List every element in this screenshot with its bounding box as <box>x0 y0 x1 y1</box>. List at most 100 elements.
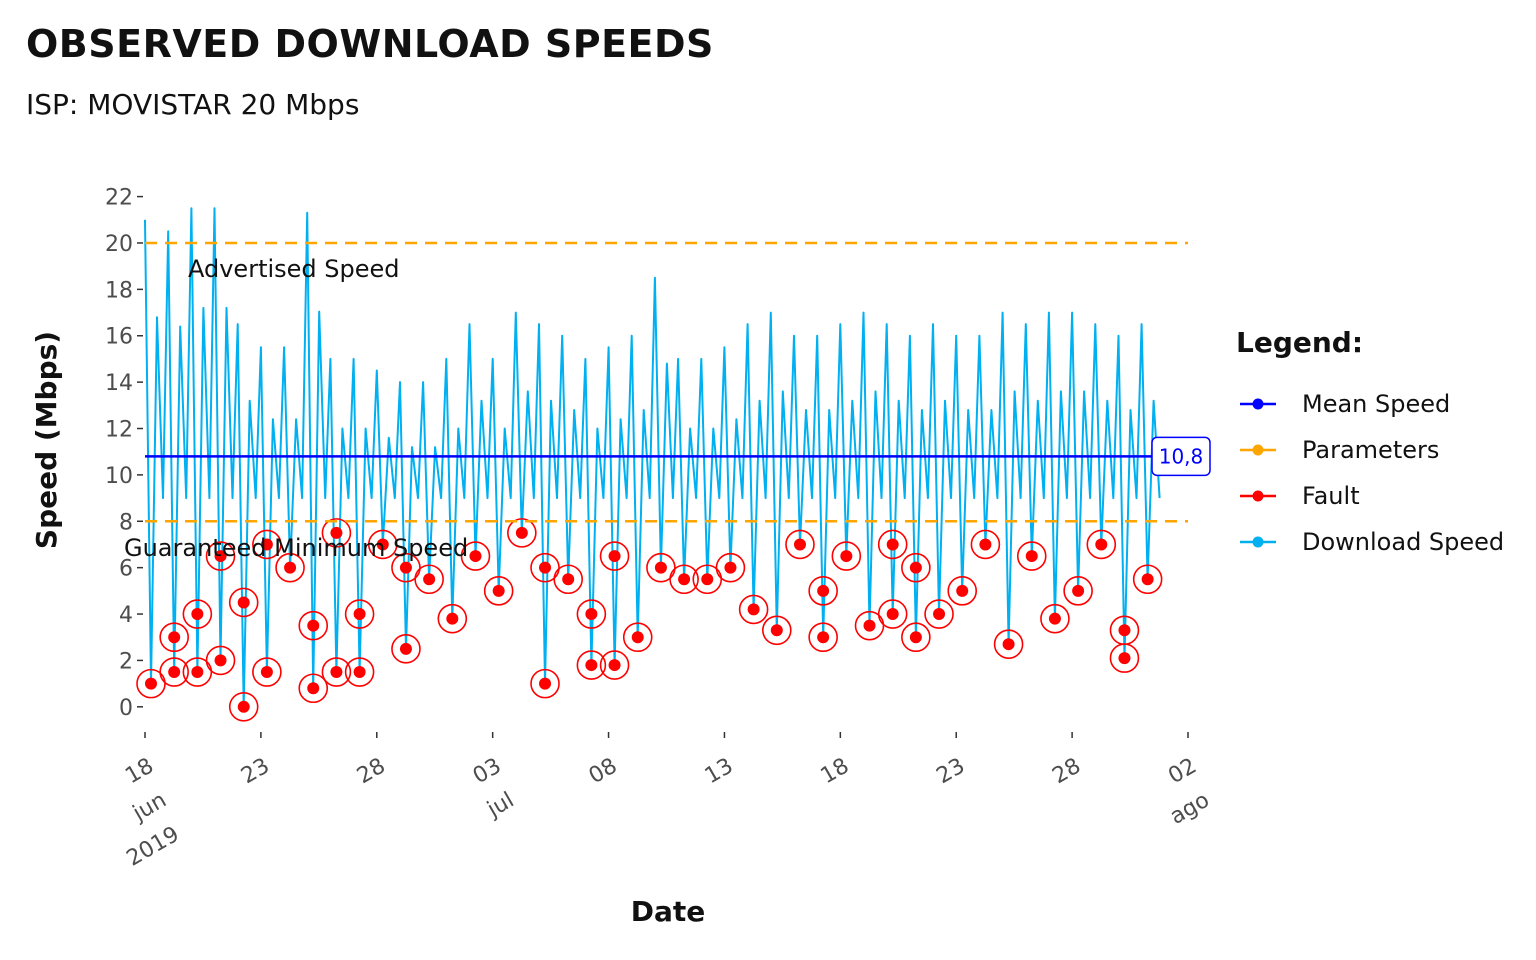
x-tick-label: 03jul <box>464 754 523 823</box>
fault-point <box>933 608 946 621</box>
fault-point-ring <box>599 650 630 680</box>
fault-point <box>724 561 737 574</box>
y-tick-label: 8 <box>119 510 133 535</box>
fault-point <box>330 526 343 539</box>
fault-point <box>608 550 621 563</box>
x-tick-line: 08 <box>585 754 622 790</box>
legend-swatch-dot <box>1252 536 1264 548</box>
fault-point <box>793 538 806 551</box>
y-tick-label: 10 <box>105 464 133 489</box>
fault-point-ring <box>228 692 259 722</box>
legend-item-label: Download Speed <box>1302 528 1504 556</box>
chart-subtitle: ISP: MOVISTAR 20 Mbps <box>26 88 360 121</box>
chart-title: OBSERVED DOWNLOAD SPEEDS <box>26 22 714 66</box>
y-tick-label: 0 <box>119 696 133 721</box>
fault-point-ring <box>182 599 213 629</box>
fault-point-ring <box>159 622 189 653</box>
fault-point <box>446 612 459 625</box>
fault-point-ring <box>738 594 769 625</box>
x-tick-label: 28 <box>1048 754 1085 790</box>
fault-point-ring <box>1016 541 1047 571</box>
x-tick-line: 2019 <box>123 822 184 872</box>
fault-point-ring <box>275 552 305 583</box>
fault-point-ring <box>414 564 444 595</box>
x-tick-line: 13 <box>701 754 738 790</box>
y-tick-label: 4 <box>119 603 133 628</box>
y-tick-label: 18 <box>105 278 133 303</box>
fault-point-ring <box>622 622 653 653</box>
x-tick-label: 28 <box>353 754 390 790</box>
fault-point <box>237 700 250 713</box>
x-tick-line: 23 <box>237 754 274 790</box>
x-tick-label: 23 <box>237 754 274 790</box>
fault-point <box>562 573 575 586</box>
x-tick-label: 02ago <box>1148 754 1219 830</box>
fault-point-ring <box>530 668 560 699</box>
fault-point-ring <box>391 634 421 664</box>
fault-point-ring <box>901 552 931 583</box>
y-tick-label: 12 <box>105 418 133 443</box>
fault-point <box>353 608 366 621</box>
fault-point-ring <box>1109 643 1140 673</box>
x-tick-label: 08 <box>585 754 622 790</box>
fault-point-ring <box>901 622 931 653</box>
y-tick-label: 6 <box>119 557 133 582</box>
fault-point <box>747 603 760 616</box>
fault-point <box>399 561 412 574</box>
fault-point <box>539 561 552 574</box>
fault-point <box>817 584 830 597</box>
fault-point-ring <box>159 657 189 687</box>
fault-point-ring <box>877 599 908 629</box>
fault-point <box>585 608 598 621</box>
fault-point-ring <box>344 657 375 687</box>
fault-point-ring <box>970 529 1001 560</box>
x-tick-label: 13 <box>701 754 738 790</box>
legend-title: Legend: <box>1236 326 1363 359</box>
legend-swatch-dot <box>1252 490 1264 502</box>
fault-point <box>399 642 412 655</box>
fault-point <box>1025 550 1038 563</box>
x-tick-line: ago <box>1166 788 1214 830</box>
fault-point <box>469 550 482 563</box>
fault-point <box>886 538 899 551</box>
y-axis-title: Speed (Mbps) <box>30 331 63 549</box>
fault-point <box>145 677 157 690</box>
fault-point <box>191 666 204 679</box>
legend-swatch-dot <box>1252 398 1264 410</box>
reference-lines-layer: 10,8 Advertised Speed Guaranteed Minimum S… <box>124 241 1211 562</box>
fault-point-ring <box>785 529 815 560</box>
fault-point <box>168 631 181 644</box>
fault-point-ring <box>808 622 838 653</box>
fault-point <box>330 666 343 679</box>
fault-point <box>701 573 714 586</box>
fault-point <box>863 619 876 632</box>
fault-point-ring <box>298 610 329 641</box>
fault-point <box>608 659 621 672</box>
fault-point-ring <box>553 564 584 595</box>
fault-point-ring <box>761 615 792 646</box>
y-tick-label: 16 <box>105 325 133 350</box>
fault-point-ring <box>576 599 607 629</box>
fault-point <box>979 538 992 551</box>
fault-point <box>214 654 227 667</box>
legend-swatch-dot <box>1252 444 1264 456</box>
fault-point <box>1002 638 1015 651</box>
x-tick-line: 18 <box>817 754 854 790</box>
fault-point <box>284 561 297 574</box>
fault-point <box>886 608 899 621</box>
fault-point-ring <box>507 518 537 548</box>
fault-point-ring <box>715 552 746 583</box>
fault-point <box>1072 584 1085 597</box>
fault-point-ring <box>298 673 329 704</box>
fault-point <box>909 631 922 644</box>
fault-point-ring <box>205 541 236 571</box>
legend-layer: Legend: Mean Speed Parameters Fault Download… <box>1236 326 1504 556</box>
fault-point <box>260 538 273 551</box>
x-tick-line: 02 <box>1164 754 1201 790</box>
legend-item-label: Fault <box>1302 482 1360 510</box>
x-tick-line: 23 <box>932 754 969 790</box>
y-tick-label: 2 <box>119 649 133 674</box>
fault-point-ring <box>1040 603 1070 634</box>
fault-point <box>909 561 922 574</box>
fault-point <box>353 666 366 679</box>
